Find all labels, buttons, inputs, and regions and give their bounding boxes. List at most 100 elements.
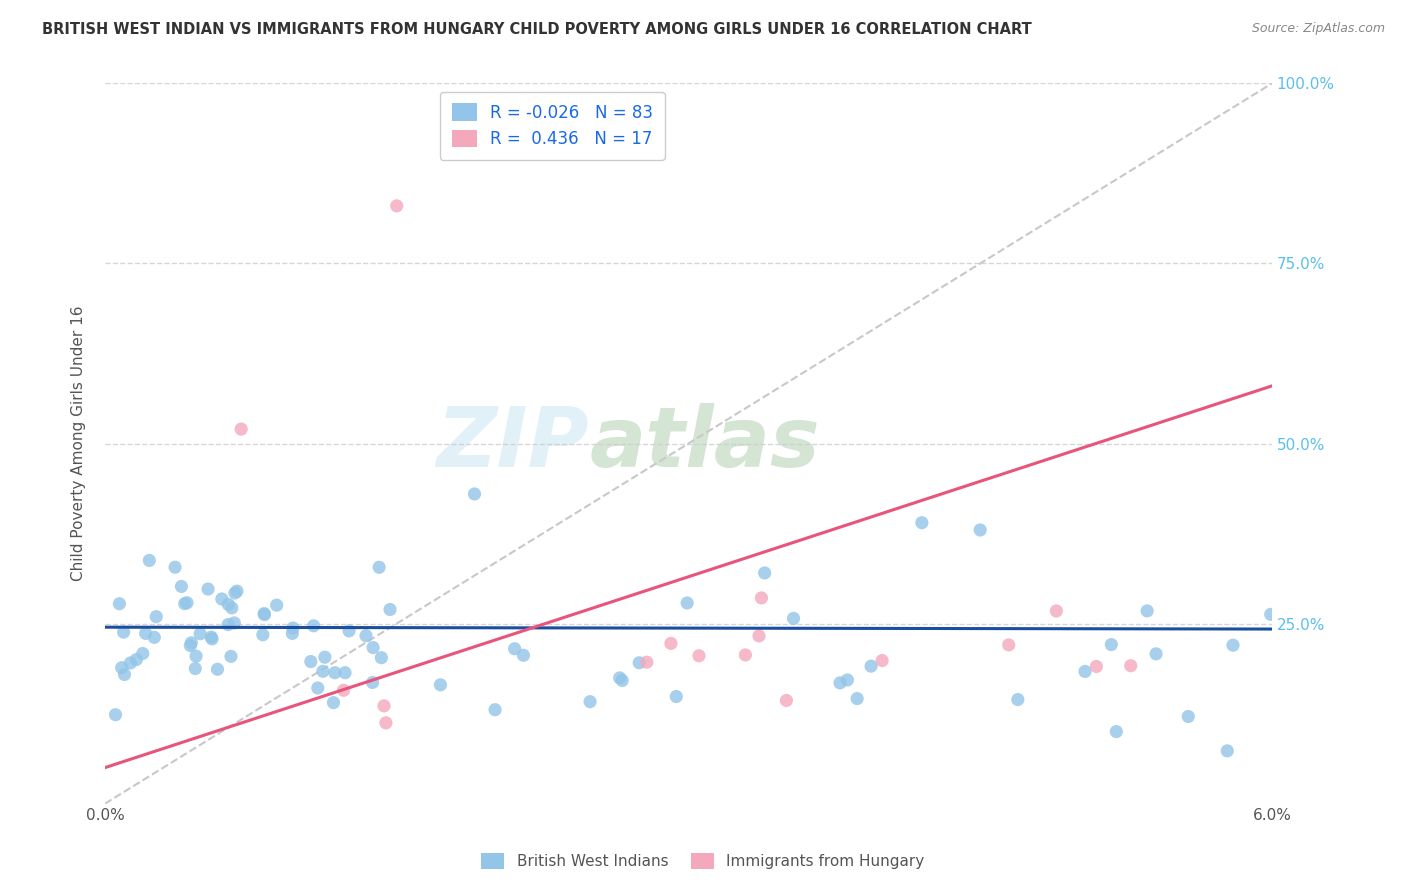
Point [1105,724,1128,739]
Point [323,665,346,680]
Point [1099,638,1122,652]
Point [665,690,688,704]
Point [374,715,396,730]
Point [231,422,253,436]
Point [201,632,224,646]
Point [170,579,193,593]
Point [104,707,127,722]
Point [132,647,155,661]
Text: Source: ZipAtlas.com: Source: ZipAtlas.com [1251,22,1385,36]
Point [114,667,136,681]
Point [219,649,242,664]
Point [361,675,384,690]
Point [108,597,131,611]
Point [143,631,166,645]
Point [312,665,335,679]
Point [870,654,893,668]
Point [211,592,233,607]
Point [307,681,329,695]
Point [1260,607,1282,622]
Point [221,600,243,615]
Point [224,586,246,600]
Point [484,703,506,717]
Point [184,649,207,664]
Point [135,626,157,640]
Point [373,698,395,713]
Point [354,629,377,643]
Point [1085,659,1108,673]
Point [217,617,239,632]
Point [188,627,211,641]
Point [463,487,485,501]
Legend: British West Indians, Immigrants from Hungary: British West Indians, Immigrants from Hu… [475,847,931,875]
Point [997,638,1019,652]
Point [385,199,408,213]
Point [828,676,851,690]
Text: atlas: atlas [589,403,820,484]
Point [226,584,249,599]
Point [281,621,304,635]
Point [179,639,201,653]
Point [628,656,651,670]
Point [734,648,756,662]
Point [775,693,797,707]
Point [112,625,135,640]
Point [1177,709,1199,723]
Point [609,671,631,685]
Point [1119,658,1142,673]
Point [1045,604,1067,618]
Point [173,597,195,611]
Point [253,607,276,621]
Point [224,615,246,630]
Point [111,661,134,675]
Point [332,683,354,698]
Point [1216,744,1239,758]
Point [748,629,770,643]
Point [176,596,198,610]
Text: ZIP: ZIP [437,403,589,484]
Point [145,609,167,624]
Point [751,591,773,605]
Point [361,640,384,655]
Point [911,516,934,530]
Point [302,619,325,633]
Point [125,652,148,666]
Point [1144,647,1167,661]
Point [636,655,658,669]
Point [1007,692,1029,706]
Point [217,598,239,612]
Point [688,648,710,663]
Point [337,624,360,638]
Point [138,553,160,567]
Point [207,662,229,676]
Point [299,655,322,669]
Point [197,582,219,596]
Point [969,523,991,537]
Point [512,648,534,663]
Point [120,656,142,670]
Point [252,628,274,642]
Point [165,560,187,574]
Point [253,607,276,622]
Point [370,650,392,665]
Point [782,611,804,625]
Point [837,673,859,687]
Point [184,661,207,675]
Point [368,560,391,574]
Point [612,673,634,688]
Point [429,678,451,692]
Point [322,696,344,710]
Y-axis label: Child Poverty Among Girls Under 16: Child Poverty Among Girls Under 16 [72,306,86,582]
Point [266,598,288,612]
Point [846,691,869,706]
Point [281,626,304,640]
Point [503,641,526,656]
Point [1136,604,1159,618]
Point [579,695,602,709]
Point [659,636,682,650]
Point [754,566,776,580]
Point [333,665,356,680]
Text: BRITISH WEST INDIAN VS IMMIGRANTS FROM HUNGARY CHILD POVERTY AMONG GIRLS UNDER 1: BRITISH WEST INDIAN VS IMMIGRANTS FROM H… [42,22,1032,37]
Point [378,602,401,616]
Point [314,650,336,665]
